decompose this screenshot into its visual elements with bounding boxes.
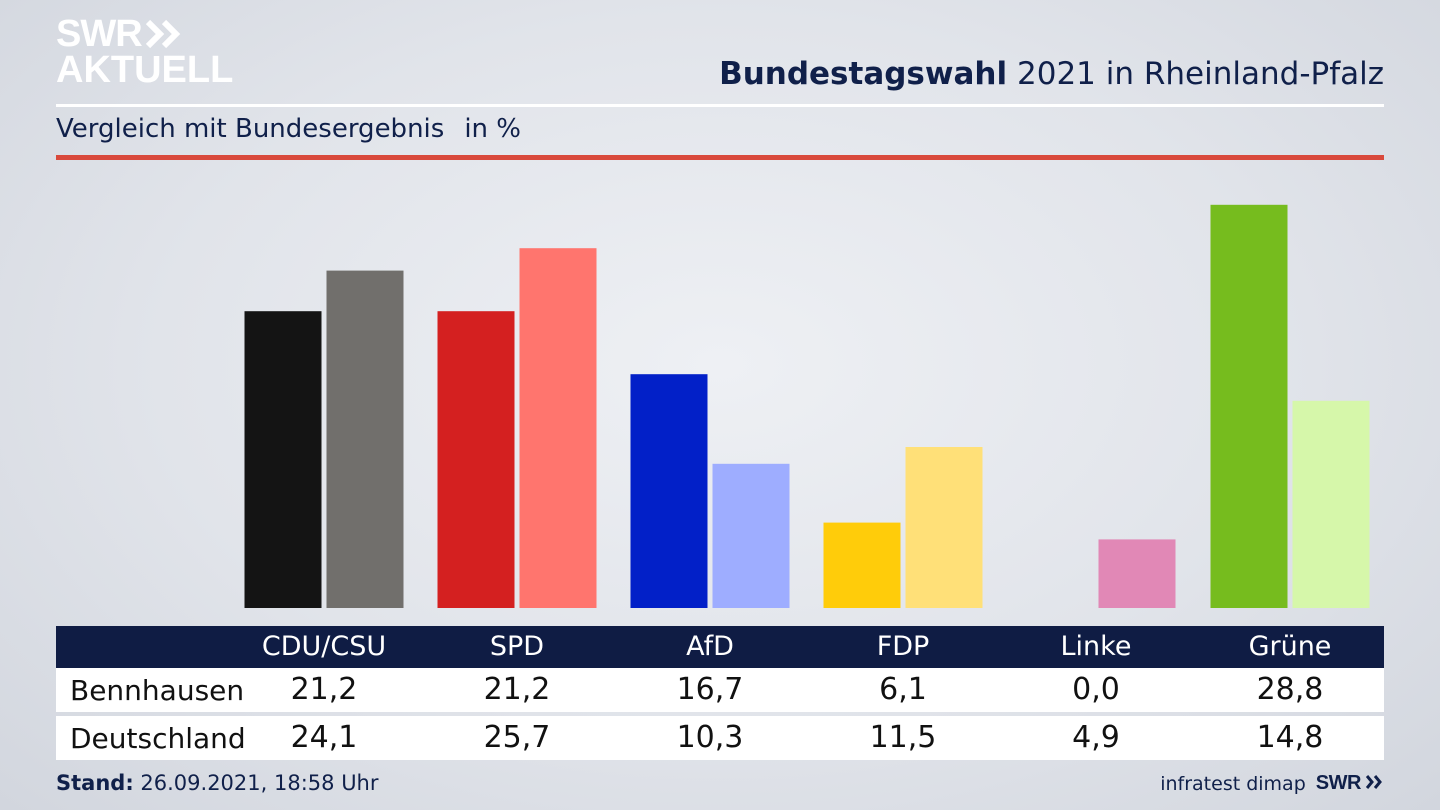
double-chevron-icon — [145, 19, 180, 49]
swr-brand-text: SWR — [1315, 772, 1362, 794]
value-spd-bennhausen: 21,2 — [483, 672, 551, 707]
bar-fdp-bennhausen — [823, 522, 901, 608]
bar-cdu-csu-bennhausen — [244, 311, 322, 608]
chart-title-rest: 2021 in Rheinland-Pfalz — [1017, 56, 1384, 92]
column-header-cdu-csu: CDU/CSU — [261, 631, 387, 662]
bar-afd-bennhausen — [630, 374, 708, 608]
value-fdp-deutschland: 11,5 — [869, 720, 937, 755]
value-linke-bennhausen: 0,0 — [1072, 672, 1120, 707]
value-cdu-csu-deutschland: 24,1 — [290, 720, 358, 755]
stand-label: Stand: — [56, 771, 134, 795]
bar-gr-ne-bennhausen — [1210, 204, 1288, 609]
value-afd-deutschland: 10,3 — [676, 720, 744, 755]
unit-label: in % — [464, 114, 521, 144]
source-credit: infratest dimap SWR — [1160, 772, 1384, 795]
bar-afd-deutschland — [712, 463, 790, 608]
column-header-spd: SPD — [489, 631, 545, 662]
column-header-linke: Linke — [1060, 631, 1132, 662]
column-header-afd: AfD — [686, 631, 734, 662]
table-row-bennhausen: Bennhausen 21,2 21,2 16,7 6,1 0,0 28,8 — [56, 668, 1384, 712]
logo-aktuell-text: AKTUELL — [56, 49, 234, 91]
timestamp: Stand: 26.09.2021, 18:58 Uhr — [56, 771, 379, 795]
bar-spd-deutschland — [519, 248, 597, 608]
swr-aktuell-logo: SWR AKTUELL — [56, 13, 234, 91]
value-fdp-bennhausen: 6,1 — [879, 672, 927, 707]
column-header-gr-ne: Grüne — [1248, 631, 1332, 662]
table-row-deutschland: Deutschland 24,1 25,7 10,3 11,5 4,9 14,8 — [56, 716, 1384, 760]
chart-title-bold: Bundestagswahl — [719, 56, 1008, 92]
row-label-bennhausen: Bennhausen — [70, 674, 245, 707]
swr-brand: SWR — [1316, 772, 1384, 795]
stand-value: 26.09.2021, 18:58 Uhr — [140, 771, 379, 795]
bar-spd-bennhausen — [437, 311, 515, 608]
subtitle-text: Vergleich mit Bundesergebnis — [56, 114, 445, 144]
results-table: CDU/CSU SPD AfD FDP Linke Grüne Bennhausen 21… — [56, 626, 1384, 760]
title-divider — [56, 104, 1384, 107]
value-spd-deutschland: 25,7 — [483, 720, 551, 755]
value-cdu-csu-bennhausen: 21,2 — [290, 672, 358, 707]
column-header-fdp: FDP — [876, 631, 930, 662]
bar-cdu-csu-deutschland — [326, 270, 404, 608]
bar-chart — [244, 204, 1370, 609]
bar-linke-deutschland — [1098, 539, 1176, 608]
chart-subtitle: Vergleich mit Bundesergebnis in % — [56, 114, 521, 144]
bar-gr-ne-deutschland — [1292, 400, 1370, 608]
logo-swr-text: SWR — [56, 13, 143, 55]
accent-divider — [56, 155, 1384, 160]
source-text: infratest dimap — [1160, 772, 1306, 795]
table-header-row: CDU/CSU SPD AfD FDP Linke Grüne — [56, 626, 1384, 668]
row-label-deutschland: Deutschland — [70, 722, 246, 755]
value-gr-ne-deutschland: 14,8 — [1256, 720, 1324, 755]
value-afd-bennhausen: 16,7 — [676, 672, 744, 707]
bar-fdp-deutschland — [905, 447, 983, 608]
chart-title: Bundestagswahl 2021 in Rheinland-Pfalz — [719, 56, 1384, 92]
value-linke-deutschland: 4,9 — [1072, 720, 1120, 755]
double-chevron-small-icon — [1365, 775, 1382, 789]
value-gr-ne-bennhausen: 28,8 — [1256, 672, 1324, 707]
